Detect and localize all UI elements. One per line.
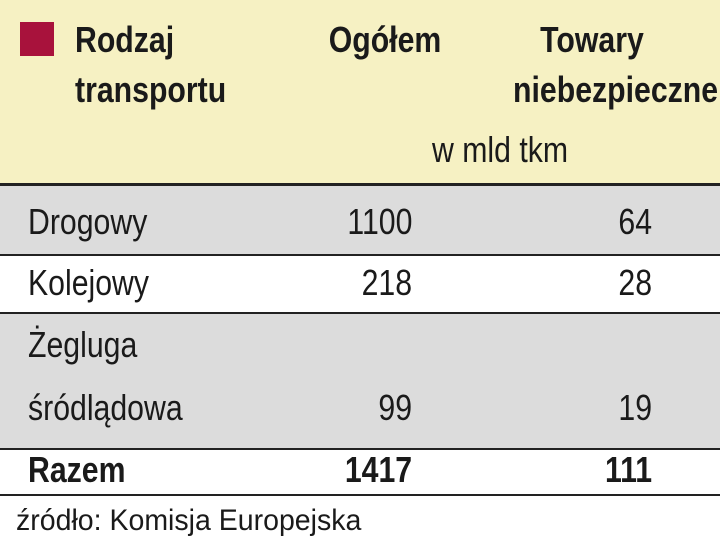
row-background <box>0 186 720 254</box>
cell: 218 <box>361 262 412 303</box>
cell: Żegluga <box>28 324 138 365</box>
cell: Kolejowy <box>28 262 150 303</box>
header-background <box>0 0 720 183</box>
cell: 64 <box>618 201 652 242</box>
rule <box>0 254 720 256</box>
rule <box>0 448 720 450</box>
unit-label: w mld tkm <box>431 129 569 170</box>
row-background <box>0 314 720 448</box>
cell: 28 <box>618 262 652 303</box>
rule <box>0 312 720 314</box>
cell: 19 <box>618 387 652 428</box>
rule <box>0 183 720 186</box>
cell: 1100 <box>346 201 412 242</box>
total-cell: 111 <box>604 449 652 490</box>
marker <box>20 22 54 56</box>
total-cell: 1417 <box>344 449 412 490</box>
source: źródło: Komisja Europejska <box>16 504 362 537</box>
header-cell: Ogółem <box>328 19 442 60</box>
cell: 99 <box>378 387 412 428</box>
total-cell: Razem <box>28 449 126 490</box>
header-cell: Towary <box>540 19 644 60</box>
cell: śródlądowa <box>28 387 183 428</box>
header-cell: Rodzaj <box>75 19 175 60</box>
header-cell: transportu <box>75 69 227 110</box>
rule <box>0 494 720 496</box>
header-cell: niebezpieczne <box>512 69 718 110</box>
cell: Drogowy <box>28 201 148 242</box>
